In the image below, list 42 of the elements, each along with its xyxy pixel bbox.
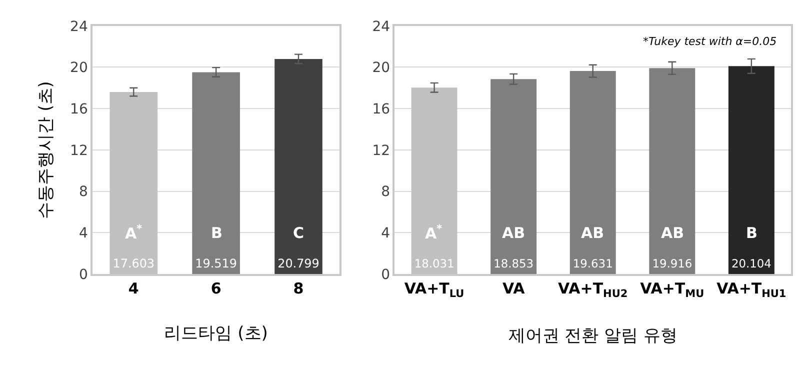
y-tick-label: 16 [70, 101, 88, 118]
data-label: 20.104 [731, 256, 772, 270]
data-label: 19.519 [195, 256, 237, 270]
y-tick-label: 0 [381, 266, 390, 283]
y-tick-label: 20 [70, 60, 88, 76]
y-tick-label: 24 [372, 18, 390, 35]
annotation: C [293, 224, 304, 242]
y-axis-title: 수동주행시간 (초) [36, 81, 56, 219]
annotation: *Tukey test with α=0.05 [643, 35, 777, 48]
annotation: B [746, 224, 758, 242]
annotation: AB [502, 224, 526, 242]
data-label: 19.631 [572, 256, 613, 270]
annotation: AB [661, 224, 684, 242]
x-tick-label: 4 [128, 280, 139, 298]
y-tick-label: 12 [70, 142, 88, 159]
x-tick-label: VA+T$_{LU}$ [404, 280, 464, 300]
annotation: A$^{*}$ [425, 223, 443, 242]
y-tick-label: 12 [372, 142, 390, 159]
data-label: 20.799 [278, 256, 320, 270]
y-tick-label: 16 [372, 101, 390, 118]
annotation: B [211, 224, 222, 242]
y-tick-label: 0 [78, 266, 88, 283]
x-tick-label: 6 [210, 280, 222, 298]
x-axis-title: 리드타임 (초) [164, 324, 268, 344]
y-tick-label: 8 [381, 184, 390, 200]
annotation: A$^{*}$ [125, 223, 143, 242]
y-tick-label: 24 [70, 18, 88, 35]
x-tick-label: VA+T$_{HU1}$ [716, 280, 786, 300]
data-label: 18.853 [494, 256, 534, 270]
y-tick-label: 4 [78, 226, 88, 242]
x-tick-label: VA [502, 280, 526, 298]
data-label: 18.031 [414, 256, 454, 270]
x-tick-label: 8 [293, 280, 304, 298]
data-label: 19.916 [652, 256, 692, 270]
data-label: 17.603 [112, 256, 155, 270]
y-tick-label: 8 [78, 184, 88, 200]
y-tick-label: 4 [381, 226, 390, 242]
y-tick-label: 20 [372, 60, 390, 76]
x-tick-label: VA+T$_{HU2}$ [558, 280, 628, 300]
x-tick-label: VA+T$_{MU}$ [640, 280, 704, 300]
x-axis-title: 제어권 전환 알림 유형 [508, 326, 678, 346]
annotation: AB [581, 224, 604, 242]
